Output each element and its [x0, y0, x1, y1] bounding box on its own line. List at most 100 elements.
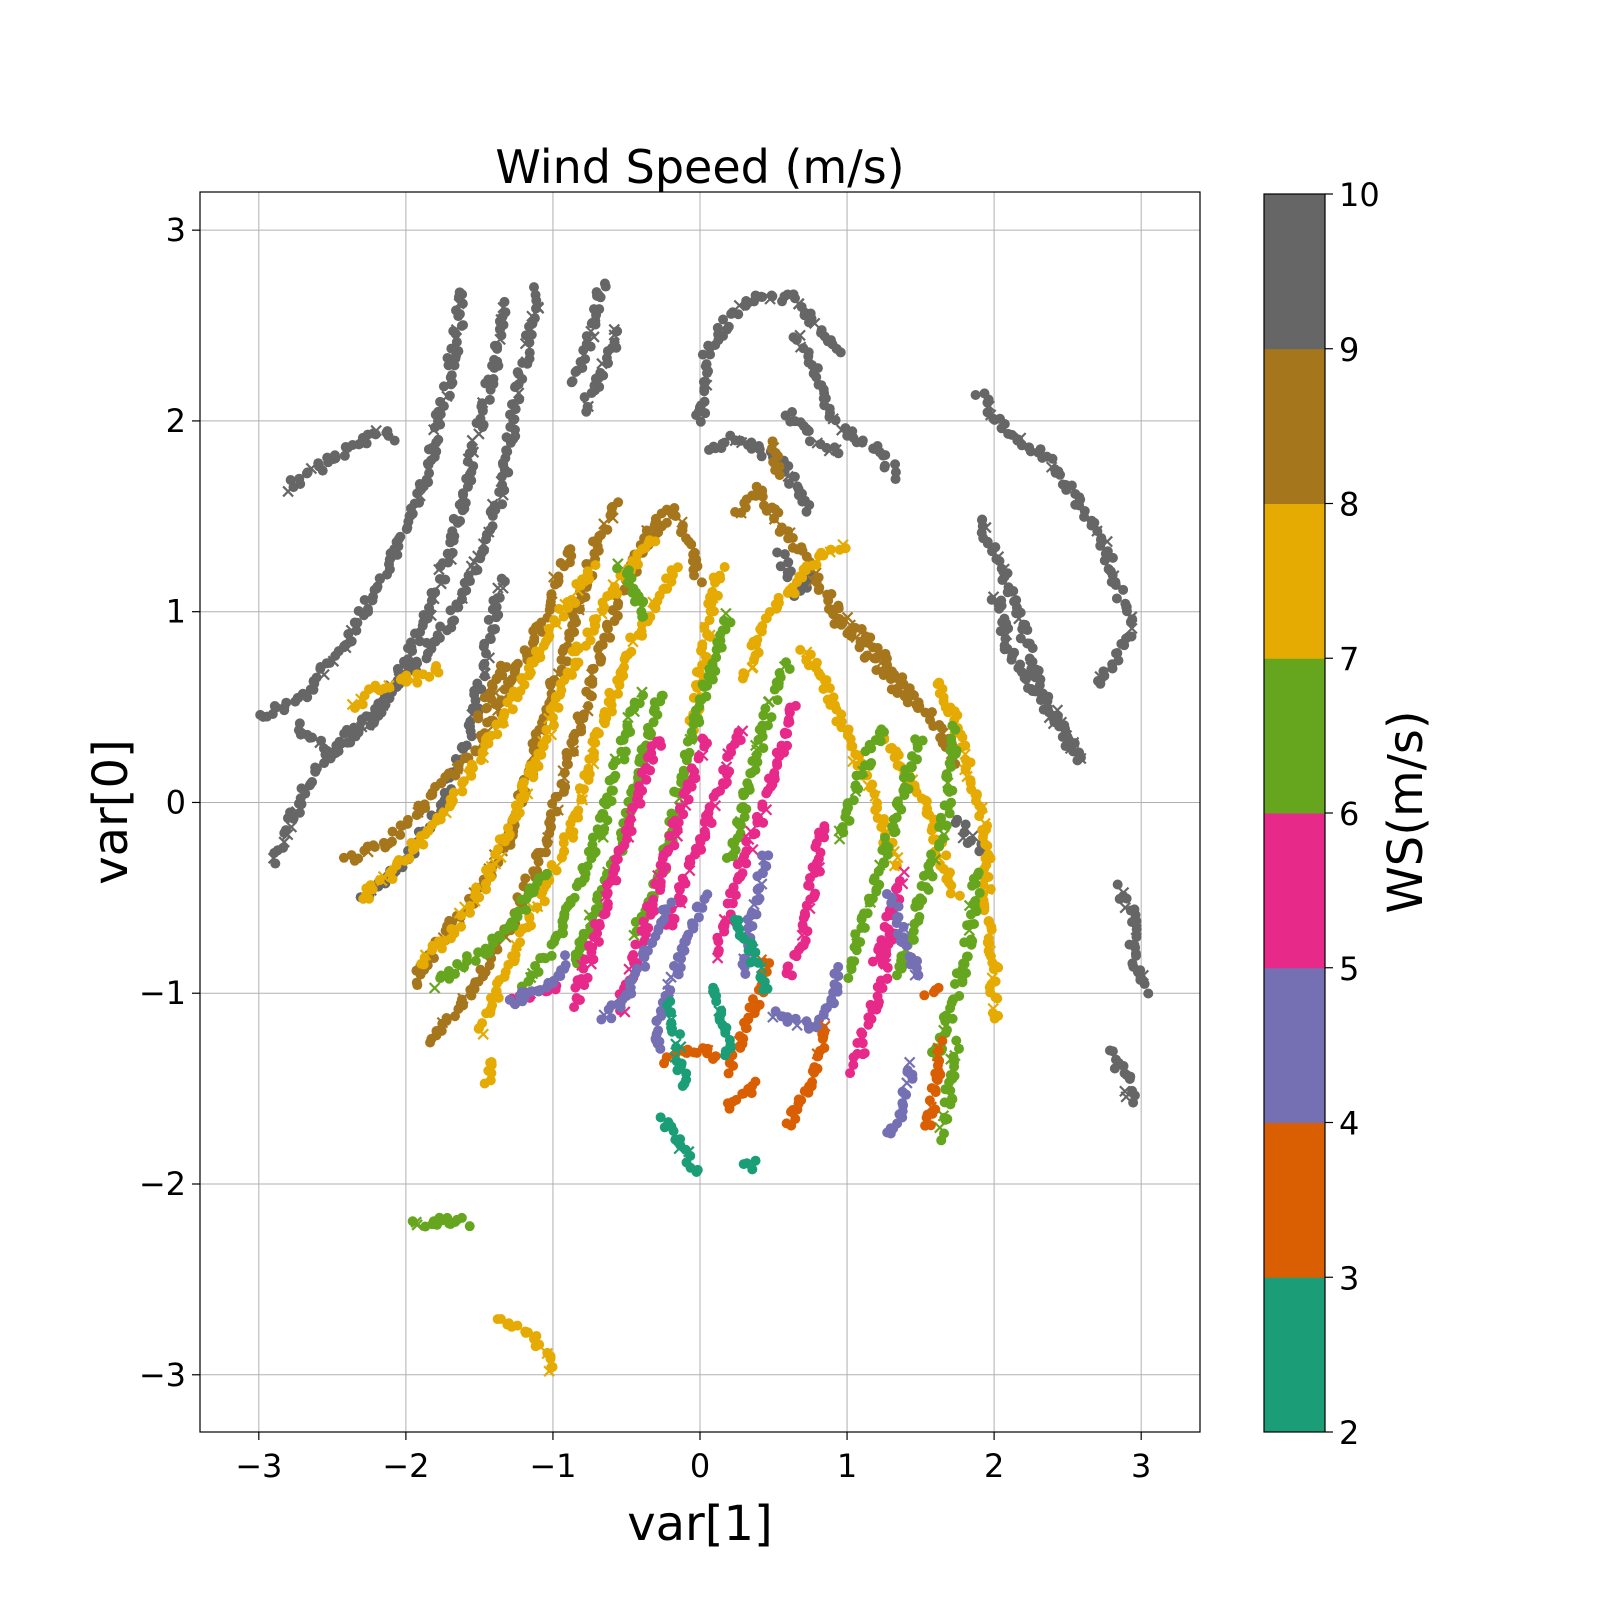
- point-marker: [609, 581, 620, 592]
- point-marker: [772, 695, 783, 706]
- point-marker: [595, 367, 606, 378]
- point-marker: [533, 748, 544, 759]
- point-marker: [457, 778, 468, 789]
- point-marker: [973, 867, 984, 878]
- point-marker: [513, 906, 524, 917]
- point-marker: [349, 702, 360, 713]
- point-marker: [943, 877, 954, 888]
- point-marker: [915, 893, 926, 904]
- x-axis-ticks: −3 −2 −1 0 1 2 3: [235, 1432, 1151, 1485]
- point-marker: [573, 657, 584, 668]
- point-marker: [610, 770, 621, 781]
- point-marker: [704, 615, 715, 626]
- point-marker: [824, 683, 835, 694]
- point-marker: [507, 704, 518, 715]
- point-marker: [556, 779, 567, 790]
- point-marker: [490, 986, 501, 997]
- point-marker: [914, 701, 925, 712]
- point-marker: [513, 368, 524, 379]
- point-marker: [442, 352, 453, 363]
- point-marker: [389, 435, 400, 446]
- point-marker: [501, 445, 512, 456]
- colorbar-segment-6: [1264, 348, 1325, 504]
- point-marker: [499, 708, 510, 719]
- point-marker: [880, 840, 891, 851]
- point-marker: [814, 866, 825, 877]
- point-marker: [724, 766, 735, 777]
- point-marker: [451, 336, 462, 347]
- point-marker: [899, 782, 910, 793]
- point-marker: [1131, 924, 1142, 935]
- point-marker: [983, 871, 994, 882]
- point-marker: [453, 602, 464, 613]
- point-marker: [581, 686, 592, 697]
- point-marker: [621, 833, 632, 844]
- point-marker: [974, 846, 985, 857]
- point-marker: [833, 448, 844, 459]
- point-marker: [422, 458, 433, 469]
- point-marker: [843, 973, 854, 984]
- point-marker: [949, 979, 960, 990]
- point-marker: [460, 497, 471, 508]
- point-marker: [592, 928, 603, 939]
- point-marker: [522, 1327, 533, 1338]
- point-marker: [696, 844, 707, 855]
- point-marker: [774, 526, 785, 537]
- point-marker: [623, 565, 634, 576]
- point-marker: [710, 1051, 721, 1062]
- point-marker: [573, 805, 584, 816]
- point-marker: [532, 902, 543, 913]
- point-marker: [867, 956, 878, 967]
- point-marker: [690, 705, 701, 716]
- point-marker: [1124, 1074, 1135, 1085]
- point-marker: [890, 459, 901, 470]
- point-marker: [907, 689, 918, 700]
- point-marker: [456, 921, 467, 932]
- point-marker: [713, 945, 724, 956]
- point-marker: [297, 688, 308, 699]
- point-marker: [1128, 1097, 1139, 1108]
- point-marker: [310, 762, 321, 773]
- point-marker: [1019, 672, 1030, 683]
- point-marker: [796, 1095, 807, 1106]
- point-marker: [350, 725, 361, 736]
- point-marker: [403, 654, 414, 665]
- point-marker: [497, 479, 508, 490]
- x-marker: [898, 866, 910, 878]
- point-marker: [435, 419, 446, 430]
- x-marker: [608, 323, 621, 336]
- point-marker: [728, 1060, 739, 1071]
- point-marker: [339, 450, 350, 461]
- point-marker: [819, 400, 830, 411]
- point-marker: [782, 572, 793, 583]
- colorbar-segment-5: [1264, 503, 1325, 659]
- point-marker: [461, 585, 472, 596]
- point-marker: [735, 828, 746, 839]
- point-marker: [906, 762, 917, 773]
- point-marker: [333, 746, 344, 757]
- point-marker: [919, 990, 930, 1001]
- point-marker: [754, 999, 765, 1010]
- point-marker: [597, 808, 608, 819]
- point-marker: [481, 703, 492, 714]
- point-marker: [917, 735, 928, 746]
- point-marker: [625, 632, 636, 643]
- x-marker: [550, 860, 562, 873]
- point-marker: [558, 611, 569, 622]
- point-marker: [846, 956, 857, 967]
- point-marker: [483, 614, 494, 625]
- point-marker: [982, 937, 993, 948]
- point-marker: [807, 560, 818, 571]
- point-marker: [1089, 517, 1100, 528]
- point-marker: [846, 964, 857, 975]
- point-marker: [622, 722, 633, 733]
- point-marker: [642, 945, 653, 956]
- point-marker: [840, 543, 851, 554]
- point-marker: [737, 932, 748, 943]
- point-marker: [471, 882, 482, 893]
- point-marker: [362, 603, 373, 614]
- point-marker: [760, 703, 771, 714]
- point-marker: [945, 745, 956, 756]
- point-marker: [697, 349, 708, 360]
- point-marker: [561, 656, 572, 667]
